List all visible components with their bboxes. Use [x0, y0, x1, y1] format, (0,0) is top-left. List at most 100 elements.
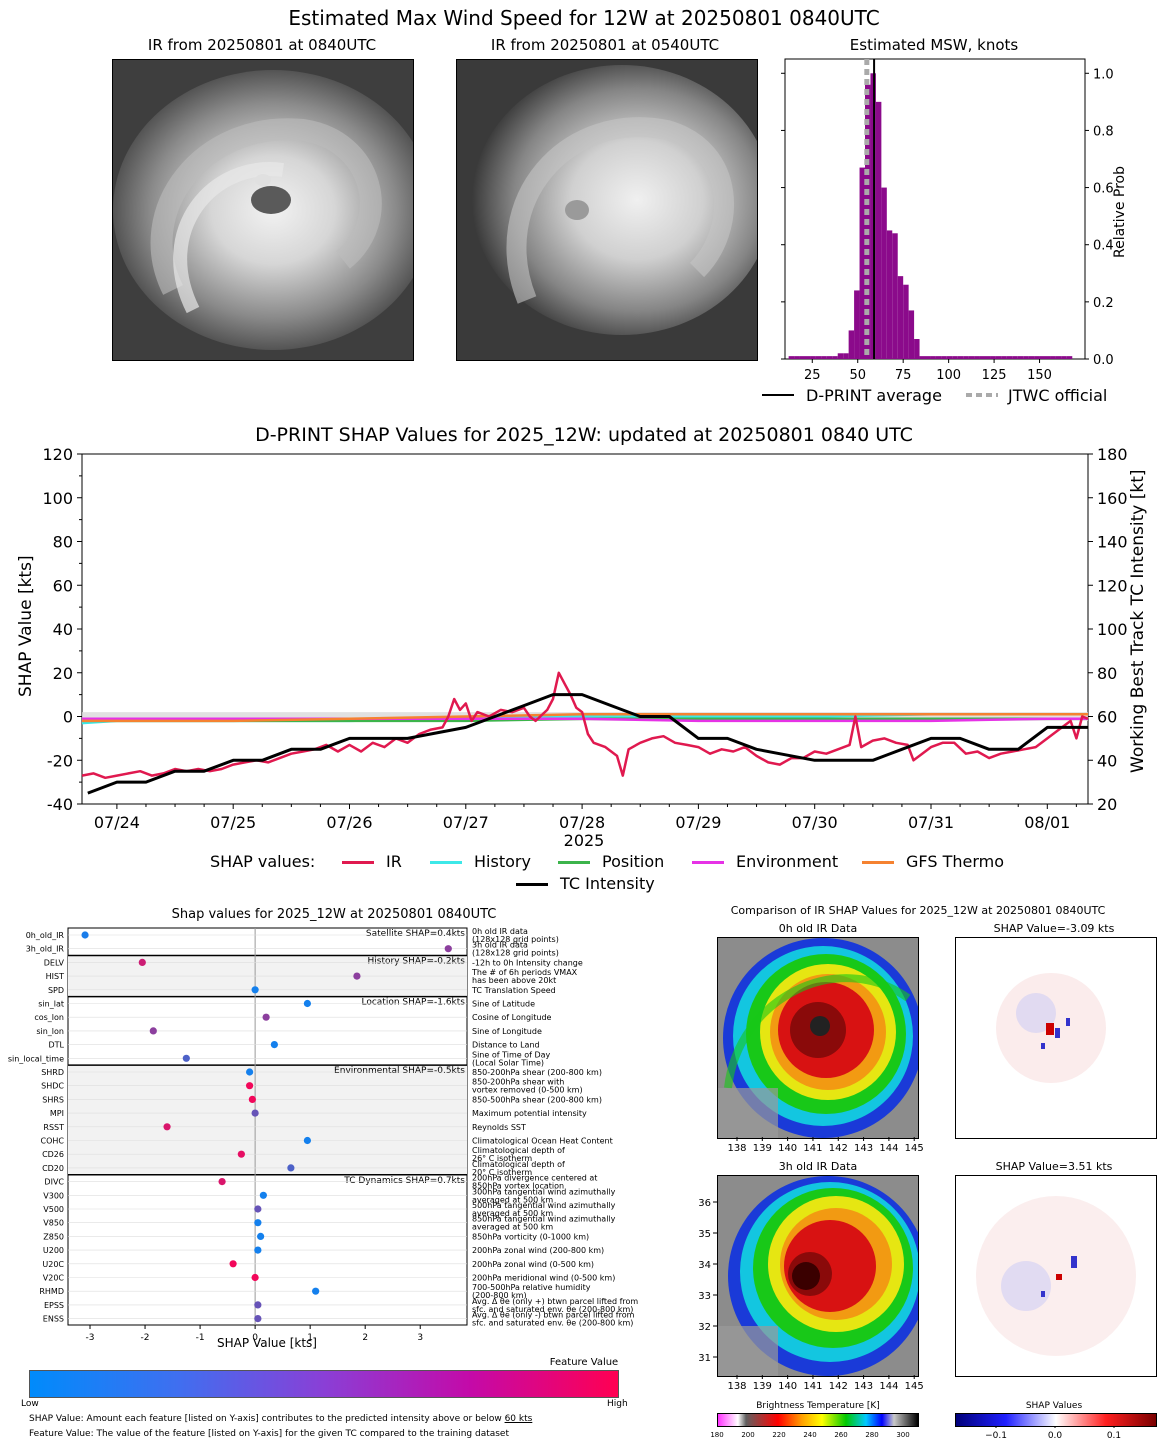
ts-xtick-label: 07/27	[443, 813, 489, 832]
hist-bar	[1039, 356, 1045, 359]
bt-colorbar	[717, 1413, 919, 1427]
ir0-title: 0h old IR Data	[778, 922, 858, 935]
bt-label: Brightness Temperature [K]	[756, 1401, 880, 1411]
hist-bar	[925, 356, 931, 359]
ir-prev-image	[456, 59, 758, 361]
shap-point	[303, 999, 311, 1008]
feature-desc: Distance to Land	[472, 1041, 540, 1050]
feature-name: RSST	[43, 1123, 64, 1132]
hist-bar	[935, 356, 942, 359]
shap-point	[81, 931, 89, 939]
hist-bar	[903, 284, 909, 359]
feature-desc: 850-200hPa shear (200-800 km)	[472, 1068, 602, 1077]
shap-point	[246, 1082, 254, 1090]
hist-bar	[837, 353, 844, 359]
bee-xtick-label: -2	[141, 1333, 150, 1343]
hist-bar	[974, 356, 980, 359]
feature-name: cos_lon	[34, 1013, 64, 1022]
feature-desc: 850-200hPa shear with	[472, 1078, 564, 1087]
bt-tick-label: 180	[710, 1431, 723, 1439]
shap-cbar-label: SHAP Values	[1025, 1401, 1083, 1411]
shap-point	[254, 1315, 262, 1323]
feature-desc: -12h to 0h Intensity change	[472, 958, 583, 967]
ir-prev-title: IR from 20250801 at 0540UTC	[490, 36, 720, 54]
feature-name: COHC	[41, 1137, 65, 1146]
feature-name: RHMD	[39, 1287, 64, 1296]
ts-y2tick-label: 180	[1097, 445, 1128, 464]
shap-point	[237, 1150, 245, 1158]
bee-chart: Satellite SHAP=0.4kts History SHAP=-0.2kt…	[8, 927, 639, 1343]
cbar-low: Low	[21, 1399, 39, 1409]
ts-ytick-label: -40	[47, 795, 73, 814]
lat-tick-label: 31	[698, 1353, 711, 1364]
feature-desc: 200hPa divergence centered at	[472, 1174, 597, 1183]
hist-bar	[826, 356, 833, 359]
hist-bar	[788, 356, 795, 359]
group-band	[68, 1065, 467, 1175]
group-label: Satellite SHAP=0.4kts	[366, 929, 465, 939]
ts-legend-position: Position	[602, 852, 665, 871]
ts-frame	[81, 453, 1089, 805]
hist-xtick-label: 50	[849, 368, 866, 383]
feature-name: sin_lat	[38, 1000, 64, 1009]
hist-bar	[1050, 356, 1056, 359]
shap-point	[254, 1219, 262, 1227]
group-label: TC Dynamics SHAP=0.7kts	[343, 1176, 465, 1186]
shap-point	[163, 1123, 171, 1131]
ts-ytick-label: 60	[53, 576, 73, 595]
lon-tick-label: 142	[829, 1381, 848, 1392]
feature-name: U20C	[42, 1260, 64, 1269]
ts-legend-tc-line	[516, 883, 548, 886]
lon-tick-label: 140	[778, 1381, 797, 1392]
bee-xlabel: SHAP Value [kts]	[217, 1336, 317, 1350]
ir-line	[81, 671, 1089, 780]
shap-point	[444, 945, 452, 953]
ts-legend-ir-line	[342, 861, 374, 864]
shap-cbar-tick-label: 0.0	[1048, 1431, 1063, 1441]
hist-bar	[1034, 356, 1040, 359]
hist-bar	[1066, 356, 1073, 359]
feature-name: CD26	[42, 1150, 64, 1159]
tc-intensity-line	[87, 693, 1088, 795]
feature-desc: averaged at 500 km	[472, 1195, 553, 1204]
hist-bar	[1012, 356, 1018, 359]
hist-bar	[805, 356, 811, 359]
feature-desc: 700-500hPa relative humidity	[472, 1283, 591, 1292]
shap-point	[303, 1136, 311, 1145]
lon-tick-label: 142	[829, 1143, 848, 1154]
ts-ytick-label: -20	[47, 751, 73, 770]
shap0-image	[955, 937, 1157, 1139]
ts-xlabel: 2025	[563, 831, 605, 850]
hist-bar	[1028, 356, 1035, 359]
ts-ytick-label: 20	[53, 664, 73, 683]
shap3-image	[955, 1175, 1157, 1377]
hist-bar	[1017, 356, 1024, 359]
feature-desc: Cosine of Longitude	[472, 1013, 552, 1022]
lon-tick-label: 138	[727, 1143, 746, 1154]
ts-y2tick-label: 80	[1097, 664, 1117, 683]
ts-ylabel: SHAP Value [kts]	[16, 555, 36, 697]
ts-y2tick-label: 120	[1097, 576, 1128, 595]
ts-xtick-label: 07/28	[559, 813, 605, 832]
group-label: Location SHAP=-1.6kts	[361, 998, 465, 1008]
feature-name: V20C	[43, 1274, 65, 1283]
hist-bar	[990, 356, 996, 359]
legend-dprint-line	[762, 394, 794, 396]
shap-point	[259, 1191, 267, 1199]
shap-point	[270, 1041, 278, 1049]
feature-desc: 0h old IR data	[472, 927, 528, 936]
feature-desc: Climatological depth of	[472, 1146, 565, 1155]
bee-xtick-label: 0	[252, 1333, 258, 1343]
hist-bar	[859, 167, 865, 359]
shap-point	[257, 1232, 265, 1240]
feature-name: DTL	[48, 1041, 64, 1050]
hist-ytick-label: 0.2	[1093, 296, 1114, 311]
hist-bar	[908, 310, 915, 359]
feature-name: EPSS	[44, 1301, 64, 1310]
cbar-high: High	[607, 1399, 628, 1409]
feature-name: V850	[43, 1219, 64, 1228]
feature-desc: 26° C isotherm	[472, 1154, 532, 1163]
ts-y2tick-label: 140	[1097, 533, 1128, 552]
hist-bar	[919, 356, 925, 359]
hist-bar	[941, 356, 947, 359]
